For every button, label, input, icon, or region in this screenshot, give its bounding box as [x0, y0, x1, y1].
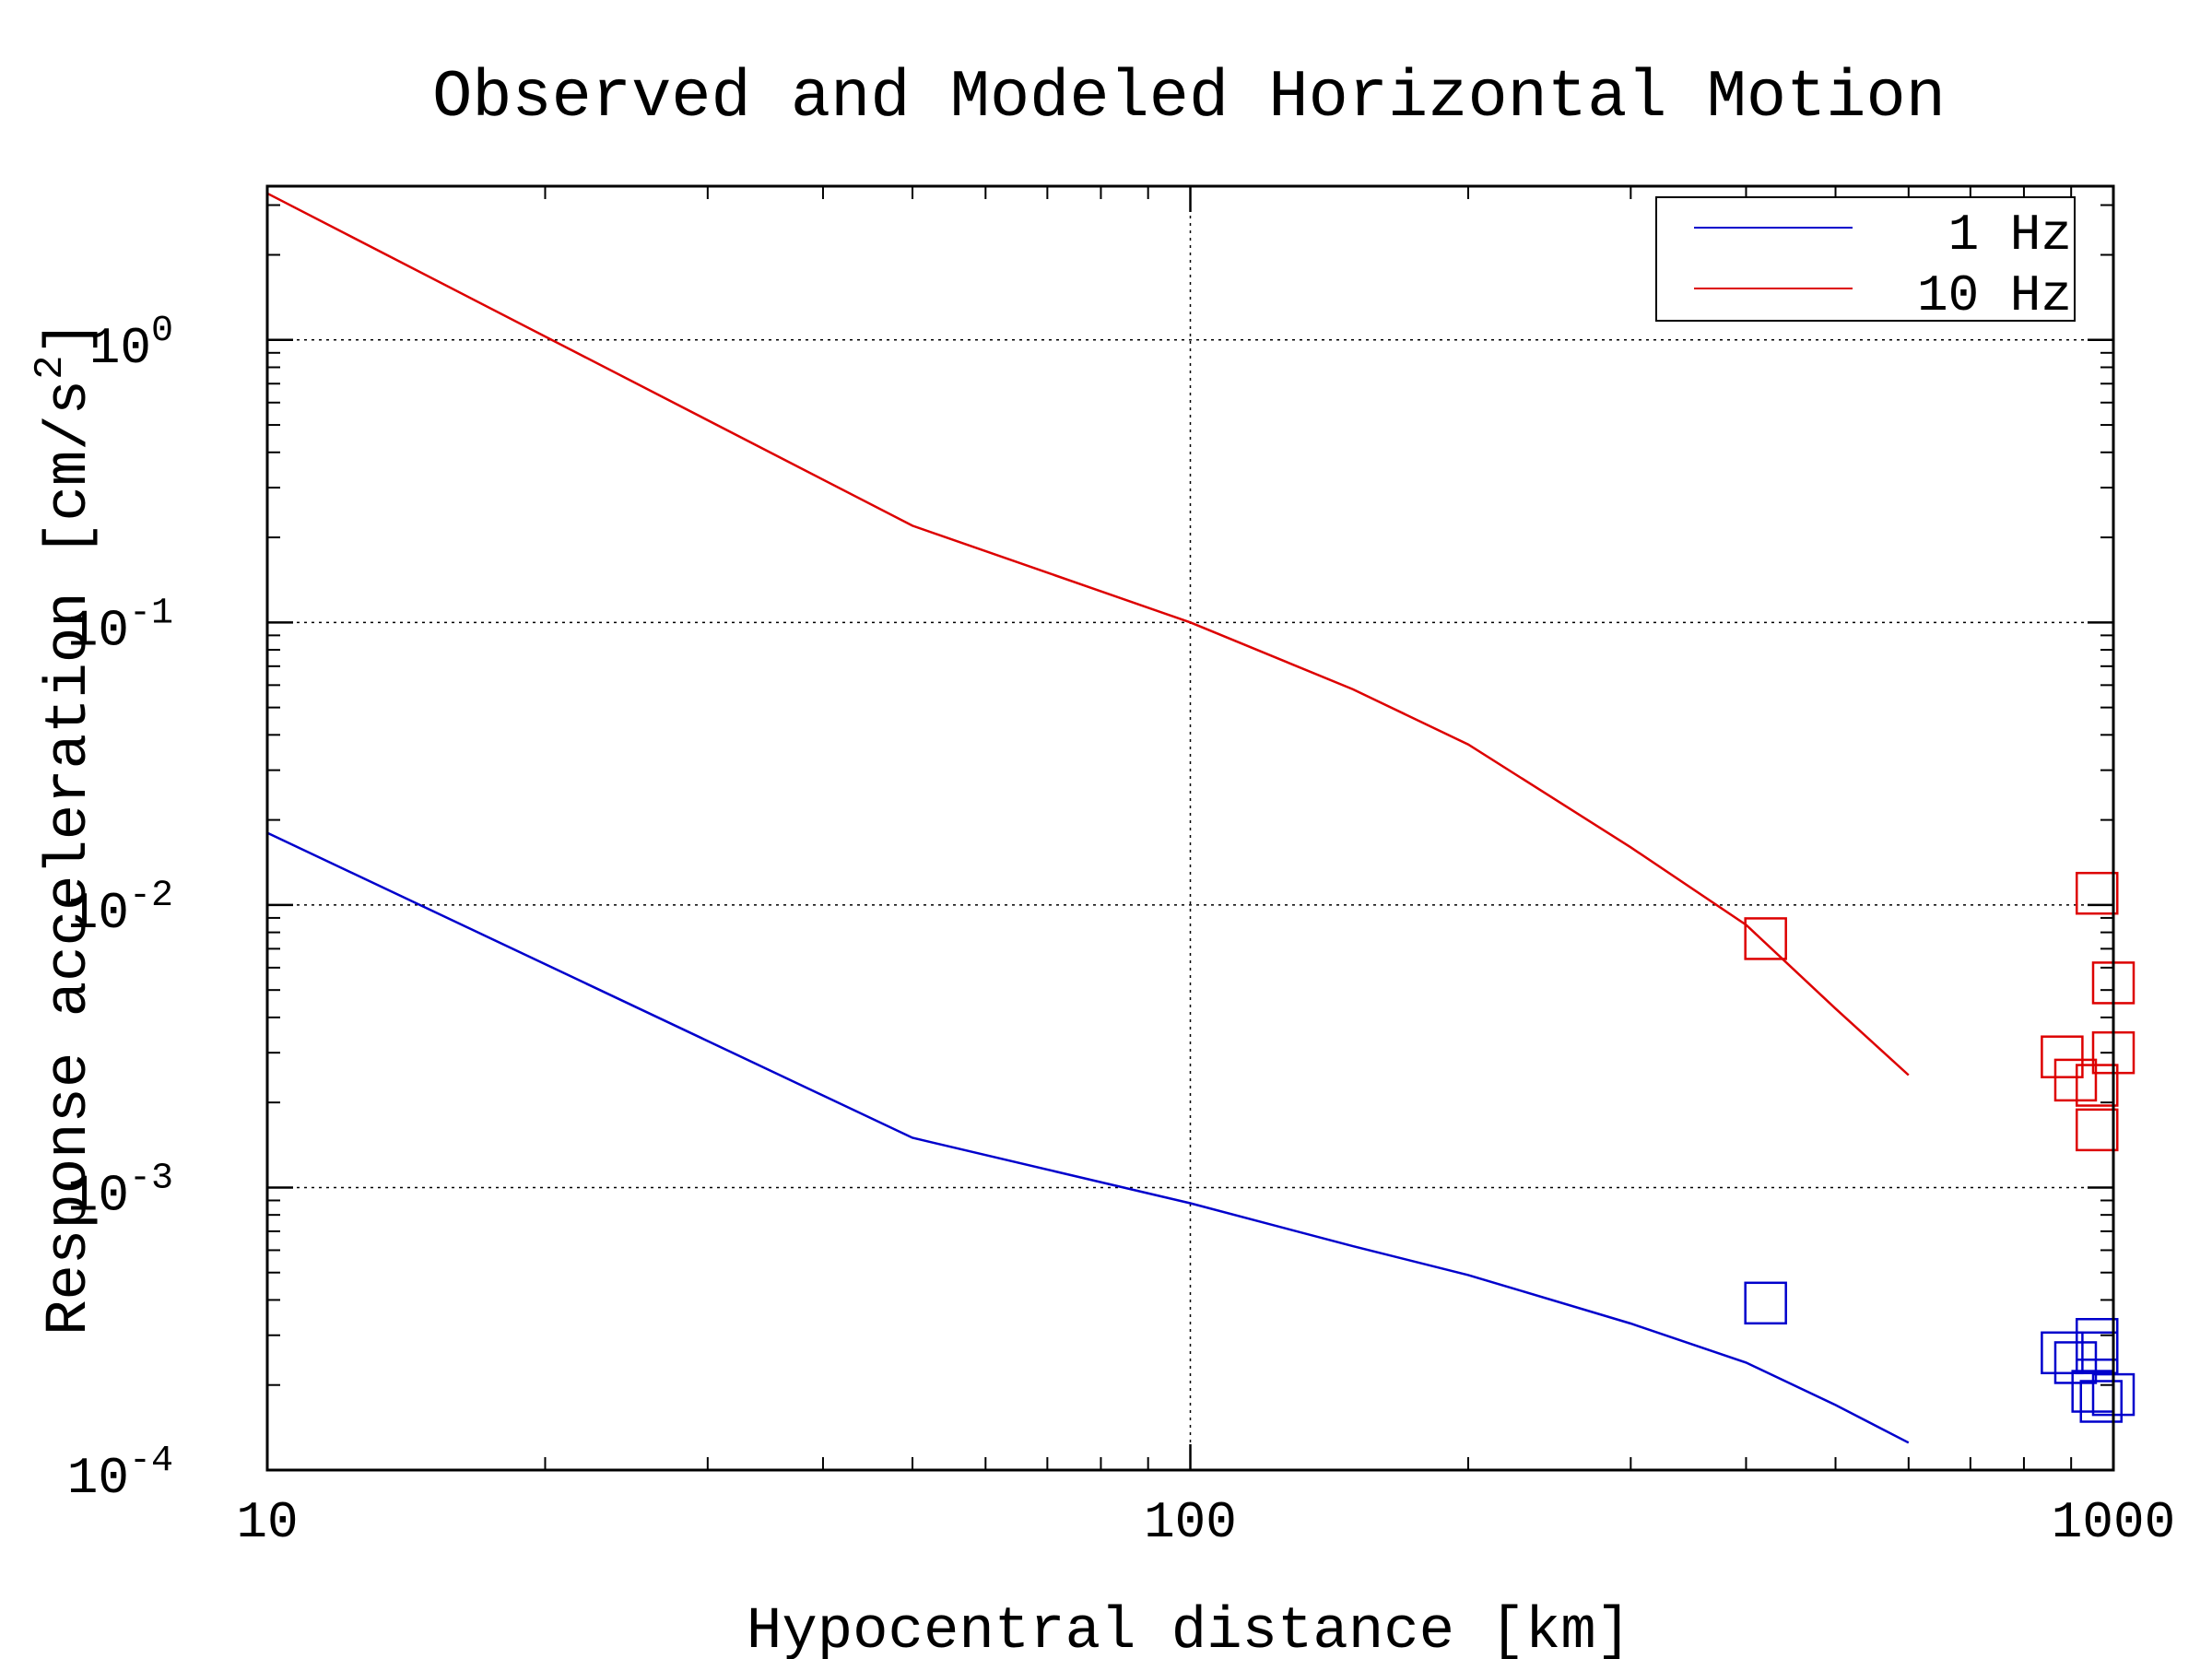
- y-tick-label: 10-2: [67, 876, 173, 943]
- x-axis: 10 100 1000: [236, 186, 2175, 1552]
- gridlines: [267, 186, 2113, 1471]
- observed-marker-10hz: [2053, 1058, 2098, 1102]
- legend-label-10hz: 10 Hz: [1917, 266, 2072, 325]
- y-axis-label: Response acceleration [cm/s2]: [28, 320, 103, 1335]
- series-line-1hz: [266, 831, 1910, 1444]
- y-tick-label: 10-3: [67, 1158, 173, 1225]
- observed-marker-1hz: [2075, 1331, 2119, 1375]
- observed-marker-1hz: [1744, 1281, 1787, 1325]
- y-axis-label-tail: ]: [37, 320, 103, 355]
- y-tick-label: 10-4: [67, 1441, 173, 1508]
- observed-marker-10hz: [2075, 1108, 2119, 1152]
- observed-marker-10hz: [2075, 1064, 2119, 1107]
- x-tick-label: 1000: [2052, 1493, 2175, 1552]
- observed-marker-10hz: [1744, 917, 1787, 960]
- legend: 1 Hz 10 Hz: [1655, 196, 2076, 325]
- observed-marker-10hz: [2041, 1035, 2084, 1078]
- y-axis-label-superscript: 2: [28, 356, 74, 380]
- chart-title: Observed and Modeled Horizontal Motion: [432, 60, 1946, 135]
- observed-marker-10hz: [2075, 871, 2119, 915]
- y-tick-label: 100: [89, 311, 173, 378]
- legend-box: [1655, 196, 2076, 322]
- observed-marker-1hz: [2053, 1341, 2098, 1384]
- x-axis-label: Hypocentral distance [km]: [747, 1599, 1631, 1659]
- y-axis: 100 10-1 10-2 10-3 10-4: [67, 311, 2113, 1508]
- x-tick-label: 100: [1144, 1493, 1237, 1552]
- minor-ticks: [267, 186, 2113, 1470]
- x-tick-label: 10: [236, 1493, 298, 1552]
- y-axis-label-main: Response acceleration [cm/s: [37, 380, 103, 1335]
- observed-marker-1hz: [2079, 1380, 2124, 1423]
- series-layer: [266, 192, 2136, 1444]
- observed-marker-1hz: [2041, 1331, 2084, 1375]
- legend-label-1hz: 1 Hz: [1948, 206, 2072, 265]
- y-tick-label: 10-1: [67, 593, 173, 660]
- series-line-10hz: [266, 192, 1910, 1077]
